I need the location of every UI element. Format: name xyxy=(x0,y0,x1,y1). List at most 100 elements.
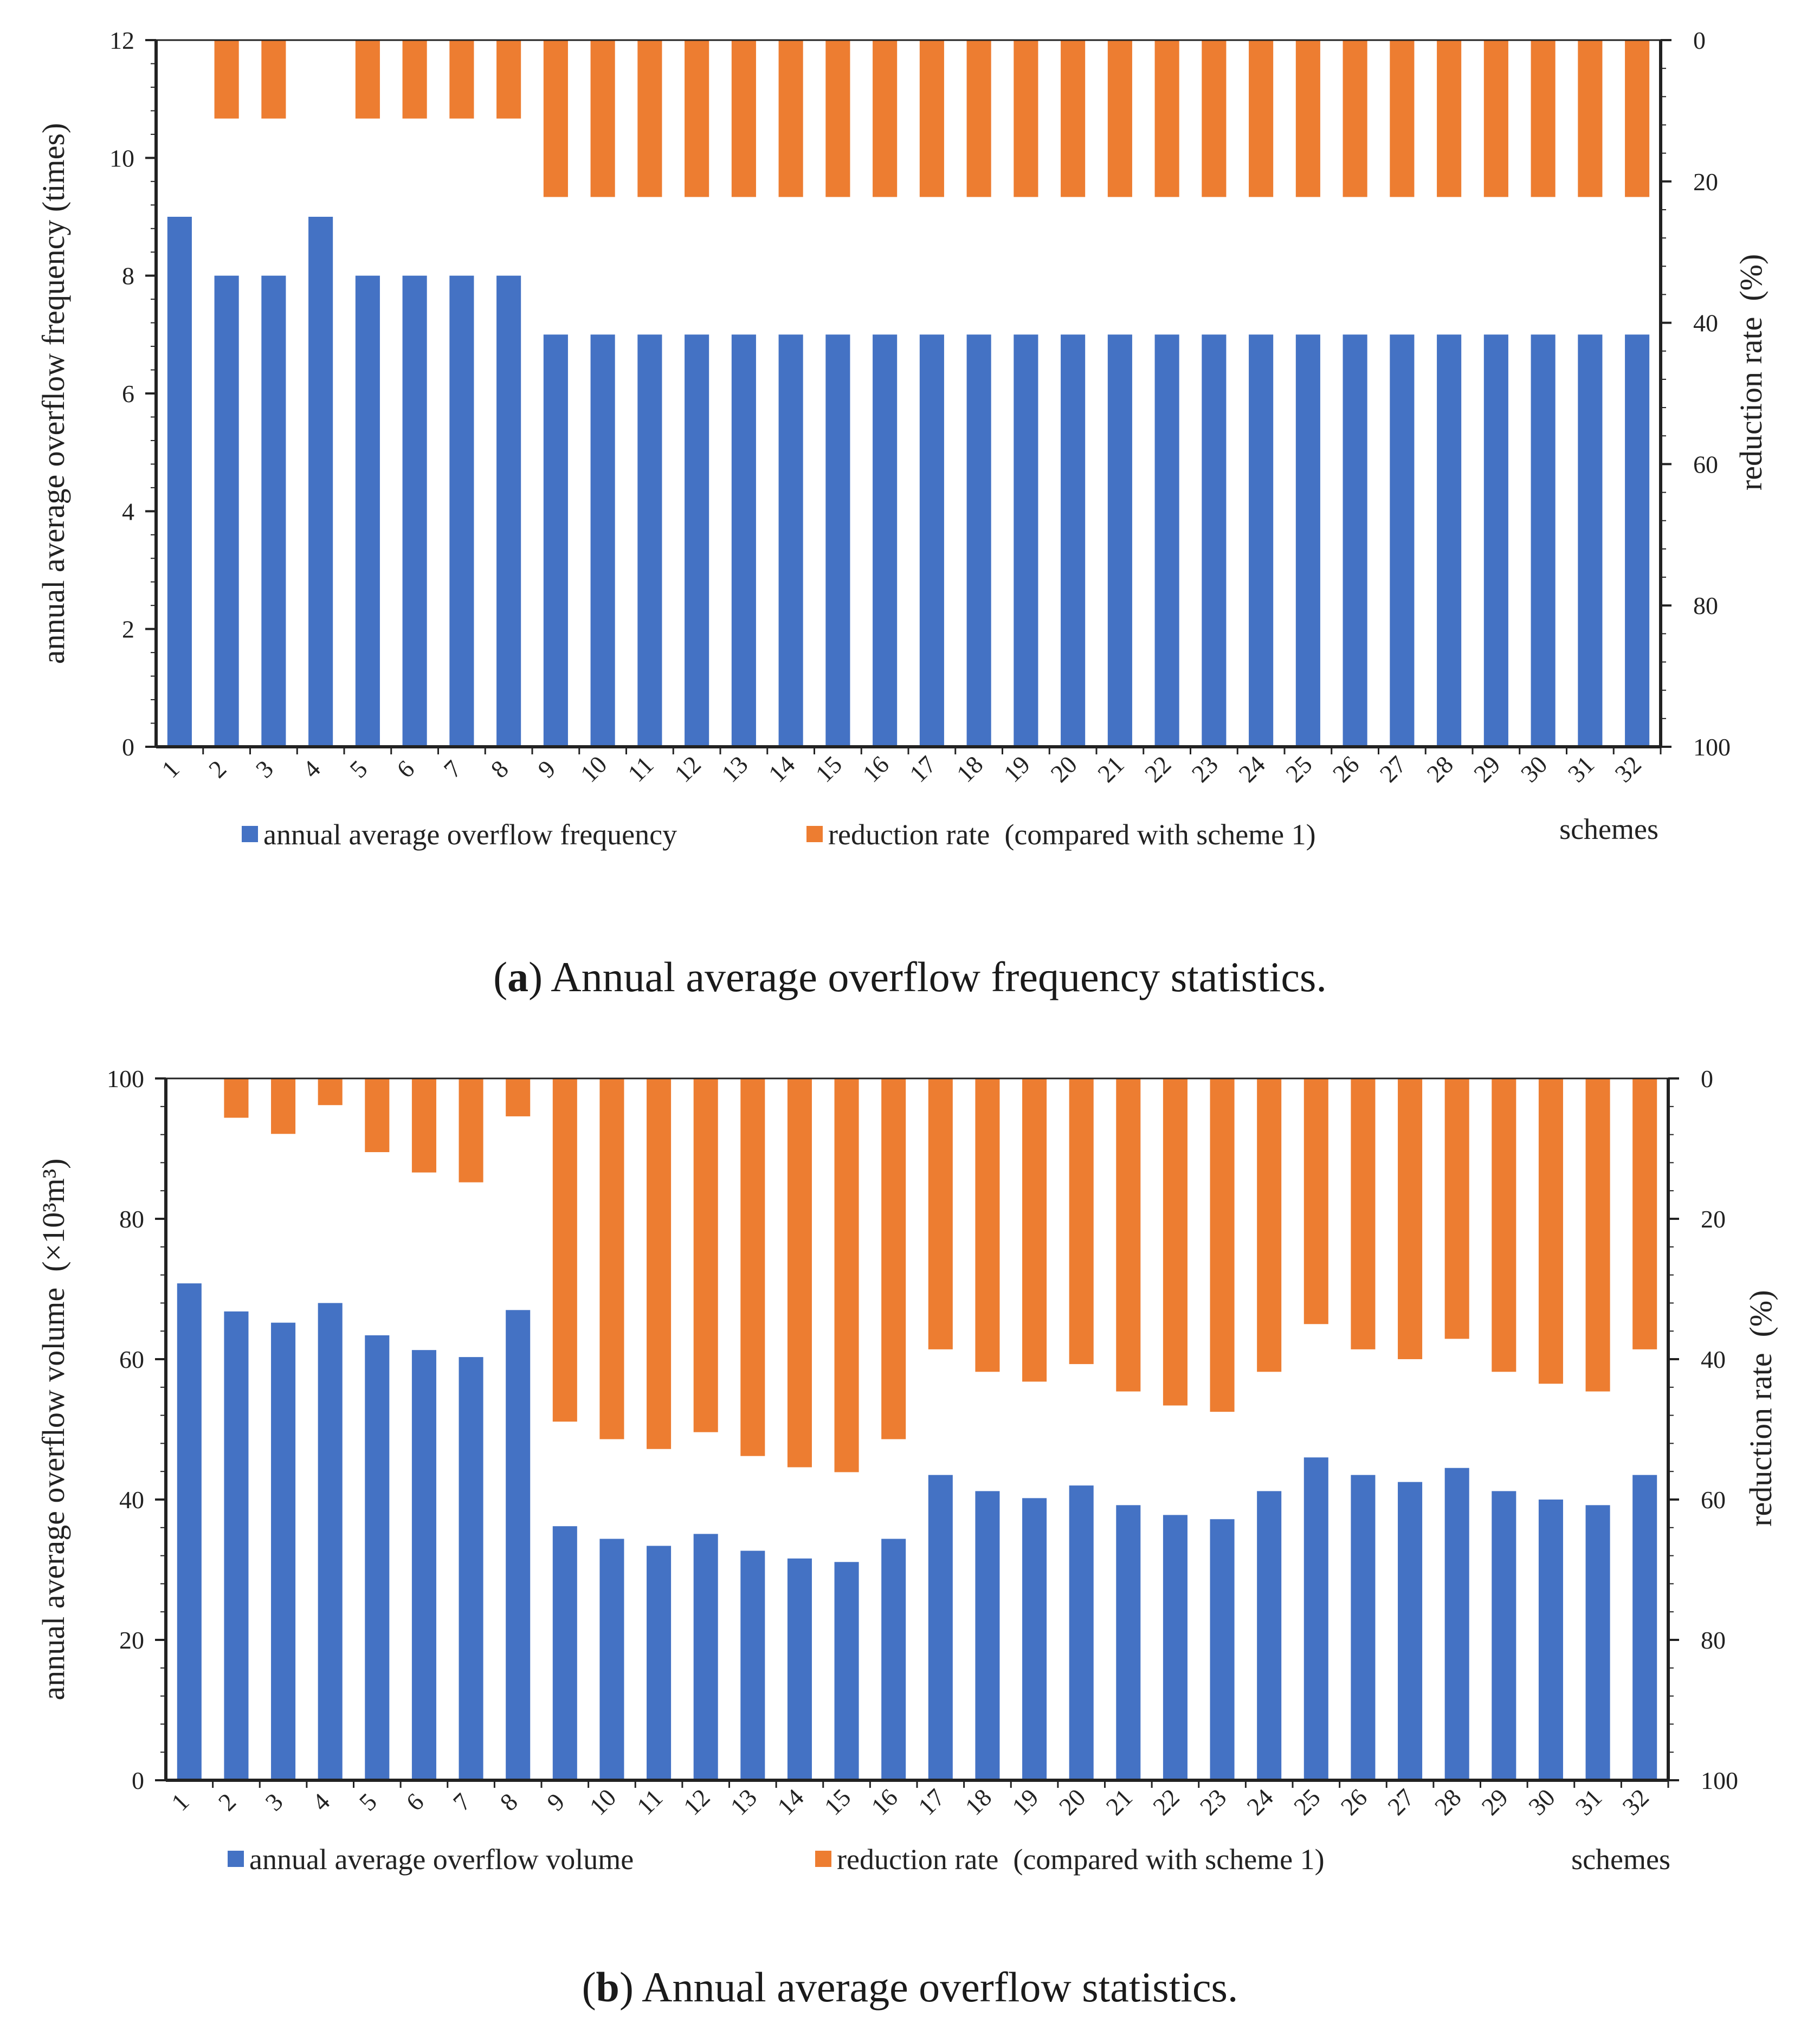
bar-reduction-20 xyxy=(1061,40,1086,197)
x-tick-label-22: 22 xyxy=(1139,751,1177,788)
x-tick-label-16: 16 xyxy=(866,1784,903,1821)
x-tick-label-2: 2 xyxy=(203,755,231,783)
bar-volume-6 xyxy=(411,1350,436,1780)
bar-reduction-14 xyxy=(787,1078,812,1468)
y2-tick-label-60: 60 xyxy=(1693,450,1718,478)
bar-frequency-2 xyxy=(214,275,239,747)
bar-reduction-17 xyxy=(928,1078,953,1349)
y-tick-label-2: 2 xyxy=(122,616,134,643)
legend-label-secondary: reduction rate (compared with scheme 1) xyxy=(837,1843,1325,1876)
bar-reduction-4 xyxy=(318,1078,343,1106)
x-tick-label-25: 25 xyxy=(1288,1784,1326,1821)
x-tick-label-10: 10 xyxy=(575,751,612,788)
x-tick-label-13: 13 xyxy=(725,1784,763,1821)
bar-reduction-6 xyxy=(411,1078,436,1173)
bar-reduction-18 xyxy=(966,40,991,197)
bar-reduction-3 xyxy=(271,1078,296,1134)
bar-volume-16 xyxy=(881,1539,906,1780)
bar-volume-19 xyxy=(1022,1498,1047,1780)
x-tick-label-29: 29 xyxy=(1476,1784,1514,1821)
bar-frequency-25 xyxy=(1295,334,1320,747)
x-tick-label-17: 17 xyxy=(904,751,941,788)
bar-reduction-13 xyxy=(740,1078,765,1456)
bar-reduction-29 xyxy=(1492,1078,1516,1372)
bar-frequency-24 xyxy=(1249,334,1274,747)
x-tick-label-25: 25 xyxy=(1280,751,1318,788)
bar-reduction-9 xyxy=(543,40,568,197)
caption-b-text: Annual average overflow statistics. xyxy=(642,1963,1238,2011)
x-tick-label-6: 6 xyxy=(391,755,419,783)
bar-reduction-23 xyxy=(1202,40,1227,197)
y2-tick-label-100: 100 xyxy=(1701,1767,1738,1794)
bar-reduction-32 xyxy=(1625,40,1650,197)
chart-a: 1 2 3 4 5 6 7 8 9 10 11 12 13 14 15 16 17 18 19 20 21 22 23 24 2… xyxy=(36,27,1769,851)
caption-a-label: a xyxy=(507,953,529,1000)
bar-reduction-32 xyxy=(1632,1078,1657,1349)
y2-tick-label-100: 100 xyxy=(1693,733,1731,761)
y-tick-label-0: 0 xyxy=(122,733,134,761)
bar-volume-2 xyxy=(224,1311,249,1780)
x-tick-label-24: 24 xyxy=(1241,1784,1279,1821)
bar-frequency-23 xyxy=(1202,334,1227,747)
x-tick-label-27: 27 xyxy=(1382,1784,1419,1821)
bar-frequency-17 xyxy=(919,334,944,747)
bar-reduction-13 xyxy=(731,40,756,197)
bar-volume-30 xyxy=(1538,1500,1563,1780)
bar-frequency-20 xyxy=(1061,334,1086,747)
bar-reduction-20 xyxy=(1069,1078,1094,1365)
y2-tick-label-0: 0 xyxy=(1701,1065,1713,1093)
bar-frequency-5 xyxy=(355,275,380,747)
bar-frequency-6 xyxy=(402,275,427,747)
bar-reduction-12 xyxy=(693,1078,718,1432)
x-tick-label-3: 3 xyxy=(260,1788,288,1816)
x-tick-label-7: 7 xyxy=(448,1788,476,1816)
x-tick-label-30: 30 xyxy=(1515,751,1553,788)
y2-tick-label-20: 20 xyxy=(1701,1205,1726,1233)
y-tick-label-80: 80 xyxy=(119,1205,144,1233)
caption-a: (a) Annual average overflow frequency st… xyxy=(493,953,1327,1000)
x-tick-label-21: 21 xyxy=(1092,751,1130,788)
y-tick-label-60: 60 xyxy=(119,1346,144,1373)
x-tick-label-32: 32 xyxy=(1609,751,1647,788)
bar-reduction-5 xyxy=(365,1078,390,1152)
y2-tick-label-20: 20 xyxy=(1693,168,1718,196)
bar-reduction-7 xyxy=(459,1078,483,1182)
x-axis-title: schemes xyxy=(1571,1843,1670,1876)
bar-frequency-16 xyxy=(873,334,898,747)
x-tick-label-7: 7 xyxy=(438,755,467,783)
x-tick-label-1: 1 xyxy=(156,755,184,783)
bar-reduction-6 xyxy=(402,40,427,119)
caption-b-label: b xyxy=(596,1963,619,2011)
bar-reduction-22 xyxy=(1154,40,1179,197)
bar-reduction-17 xyxy=(919,40,944,197)
y-tick-label-20: 20 xyxy=(119,1626,144,1654)
bar-reduction-22 xyxy=(1163,1078,1187,1406)
x-tick-label-26: 26 xyxy=(1327,751,1365,788)
bar-frequency-8 xyxy=(496,275,521,747)
x-tick-label-14: 14 xyxy=(772,1784,809,1821)
y2-tick-label-40: 40 xyxy=(1701,1346,1726,1373)
x-tick-label-15: 15 xyxy=(819,1784,856,1821)
x-tick-label-2: 2 xyxy=(213,1788,241,1816)
bar-reduction-16 xyxy=(881,1078,906,1439)
bar-frequency-22 xyxy=(1154,334,1179,747)
bar-frequency-30 xyxy=(1531,334,1556,747)
legend-label-secondary: reduction rate (compared with scheme 1) xyxy=(828,818,1316,851)
x-tick-label-29: 29 xyxy=(1468,751,1506,788)
bar-frequency-32 xyxy=(1625,334,1650,747)
x-tick-label-8: 8 xyxy=(495,1788,523,1816)
x-tick-label-19: 19 xyxy=(1006,1784,1044,1821)
y-axis-title: annual average overflow volume (×10³m³) xyxy=(36,1159,71,1701)
bar-volume-25 xyxy=(1303,1457,1328,1780)
x-tick-label-17: 17 xyxy=(913,1784,950,1821)
bar-frequency-11 xyxy=(637,334,662,747)
x-tick-label-11: 11 xyxy=(631,1784,668,1820)
legend-label-primary: annual average overflow frequency xyxy=(263,818,677,851)
y-tick-label-6: 6 xyxy=(122,380,134,408)
bar-frequency-29 xyxy=(1483,334,1508,747)
bar-volume-20 xyxy=(1069,1485,1094,1780)
bar-volume-18 xyxy=(975,1491,1000,1780)
bar-volume-11 xyxy=(647,1546,672,1780)
x-tick-label-19: 19 xyxy=(998,751,1036,788)
